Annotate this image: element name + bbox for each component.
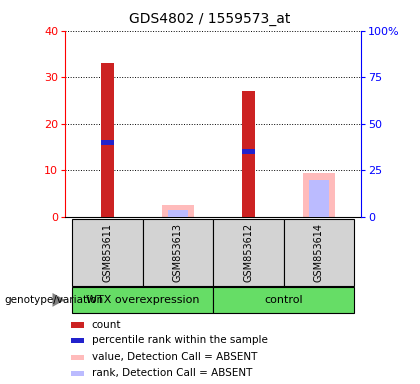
Bar	[303, 173, 335, 217]
Text: value, Detection Call = ABSENT: value, Detection Call = ABSENT	[92, 352, 257, 362]
Text: GSM853611: GSM853611	[102, 223, 113, 282]
Text: genotype/variation: genotype/variation	[4, 295, 103, 305]
Bar	[309, 180, 329, 217]
Polygon shape	[52, 293, 65, 307]
Bar	[71, 371, 84, 376]
Text: GSM853613: GSM853613	[173, 223, 183, 282]
Bar	[213, 287, 354, 313]
Bar	[242, 91, 255, 217]
Bar	[71, 354, 84, 360]
Bar	[72, 287, 213, 313]
Text: rank, Detection Call = ABSENT: rank, Detection Call = ABSENT	[92, 368, 252, 378]
Bar	[168, 210, 188, 217]
Text: control: control	[264, 295, 303, 305]
Bar	[284, 219, 354, 286]
Text: GDS4802 / 1559573_at: GDS4802 / 1559573_at	[129, 12, 291, 25]
Bar	[162, 205, 194, 217]
Bar	[72, 219, 143, 286]
Text: count: count	[92, 320, 121, 330]
Bar	[101, 140, 114, 145]
Text: GSM853612: GSM853612	[244, 223, 253, 282]
Text: WTX overexpression: WTX overexpression	[86, 295, 200, 305]
Bar	[71, 338, 84, 343]
Bar	[143, 219, 213, 286]
Bar	[71, 322, 84, 328]
Bar	[242, 149, 255, 154]
Text: percentile rank within the sample: percentile rank within the sample	[92, 336, 268, 346]
Bar	[213, 219, 284, 286]
Bar	[101, 63, 114, 217]
Text: GSM853614: GSM853614	[314, 223, 324, 282]
